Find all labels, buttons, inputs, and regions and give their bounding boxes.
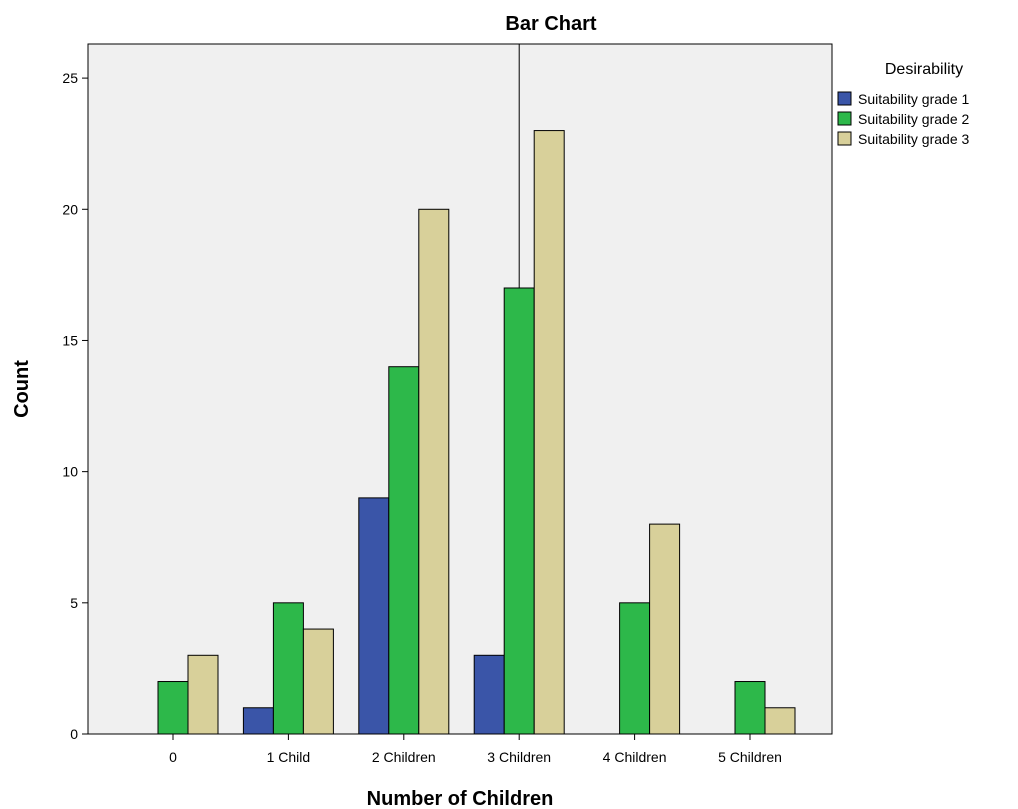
bars-group	[157, 130, 796, 735]
y-tick-label: 25	[62, 70, 78, 86]
bar-3-children-series-2	[503, 287, 535, 735]
legend-label: Suitability grade 1	[858, 91, 970, 107]
legend-label: Suitability grade 2	[858, 111, 970, 127]
legend-swatch	[837, 91, 852, 106]
y-tick-label: 15	[62, 332, 78, 348]
legend-title: Desirability	[885, 61, 963, 78]
bar-0-series-3	[187, 654, 219, 735]
x-axis-title: Number of Children	[367, 788, 554, 809]
bar-5-children-series-3	[764, 707, 796, 735]
x-tick-label: 3 Children	[487, 749, 551, 765]
x-tick-label: 2 Children	[372, 749, 436, 765]
bar-4-children-series-2	[619, 602, 651, 735]
bar-5-children-series-2	[734, 681, 766, 735]
bar-3-children-series-1	[473, 654, 505, 735]
legend-swatch	[837, 111, 852, 126]
bar-2-children-series-1	[358, 497, 390, 735]
x-tick-label: 4 Children	[603, 749, 667, 765]
bar-2-children-series-2	[388, 366, 420, 735]
plot-area	[87, 43, 833, 735]
bar-3-children-series-3	[533, 130, 565, 735]
x-tick-label: 1 Child	[267, 749, 311, 765]
chart-title: Bar Chart	[505, 13, 596, 35]
bar-1-child-series-2	[272, 602, 304, 735]
bar-0-series-2	[157, 681, 189, 735]
bar-4-children-series-3	[649, 523, 681, 735]
x-tick-label: 0	[169, 749, 177, 765]
legend-label: Suitability grade 3	[858, 131, 970, 147]
x-axis: 0 1 Child 2 Children 3 Children 4 Children 5 …	[169, 734, 782, 765]
bar-2-children-series-3	[418, 208, 450, 735]
y-tick-label: 10	[62, 464, 78, 480]
bar-1-child-series-3	[302, 628, 334, 735]
y-axis: 0 5 10 15 20 25	[62, 70, 88, 742]
y-tick-label: 5	[70, 595, 78, 611]
bar-1-child-series-1	[242, 707, 274, 735]
y-axis-title: Count	[11, 360, 33, 418]
y-tick-label: 20	[62, 201, 78, 217]
legend-swatch	[837, 131, 852, 146]
y-tick-label: 0	[70, 726, 78, 742]
x-tick-label: 5 Children	[718, 749, 782, 765]
legend: Desirability Suitability grade 1 Suitabil…	[837, 61, 970, 147]
